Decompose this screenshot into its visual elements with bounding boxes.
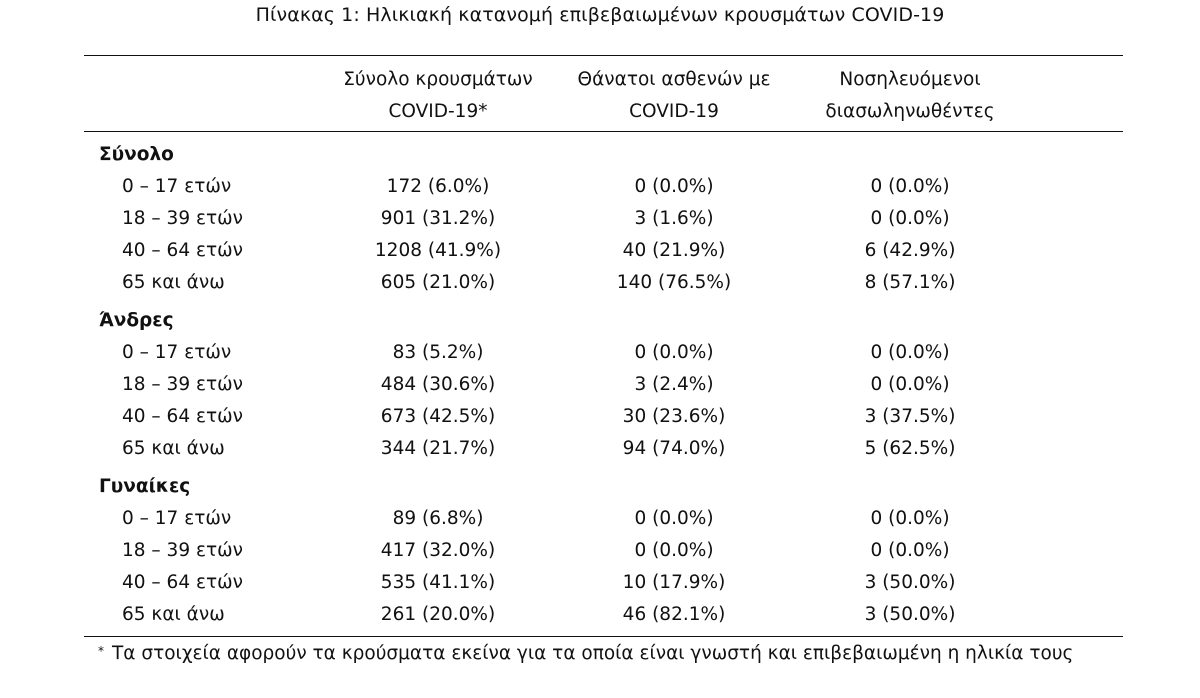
- table-row: 0 – 17 ετών 89 (6.8%) 0 (0.0%) 0 (0.0%): [0, 503, 1200, 535]
- intubated-cell: 0 (0.0%): [870, 540, 950, 561]
- deaths-cell: 0 (0.0%): [634, 508, 714, 529]
- column-header-total-cases: Σύνολο κρουσμάτων COVID-19*: [308, 64, 568, 128]
- column-header-line: Θάνατοι ασθενών με: [577, 69, 771, 90]
- table-row: 0 – 17 ετών 172 (6.0%) 0 (0.0%) 0 (0.0%): [0, 171, 1200, 203]
- deaths-cell: 3 (1.6%): [634, 208, 714, 229]
- footnote-text: Τα στοιχεία αφορούν τα κρούσματα εκείνα …: [112, 643, 1074, 664]
- cases-cell: 417 (32.0%): [380, 540, 496, 561]
- intubated-cell: 0 (0.0%): [870, 374, 950, 395]
- intubated-cell: 8 (57.1%): [864, 272, 956, 293]
- deaths-cell: 0 (0.0%): [634, 176, 714, 197]
- table-top-rule: [84, 55, 1123, 56]
- age-cell: 0 – 17 ετών: [122, 508, 232, 529]
- intubated-cell: 3 (37.5%): [864, 406, 956, 427]
- age-cell: 18 – 39 ετών: [122, 208, 243, 229]
- age-cell: 40 – 64 ετών: [122, 240, 243, 261]
- age-cell: 65 και άνω: [122, 604, 225, 625]
- age-cell: 18 – 39 ετών: [122, 374, 243, 395]
- deaths-cell: 40 (21.9%): [622, 240, 726, 261]
- intubated-cell: 3 (50.0%): [864, 572, 956, 593]
- age-cell: 18 – 39 ετών: [122, 540, 243, 561]
- column-header-line: COVID-19: [629, 101, 719, 122]
- cases-cell: 484 (30.6%): [380, 374, 496, 395]
- age-cell: 65 και άνω: [122, 438, 225, 459]
- deaths-cell: 140 (76.5%): [616, 272, 732, 293]
- table-row: 18 – 39 ετών 901 (31.2%) 3 (1.6%) 0 (0.0%): [0, 203, 1200, 235]
- column-header-line: Σύνολο κρουσμάτων: [343, 69, 533, 90]
- deaths-cell: 10 (17.9%): [622, 572, 726, 593]
- footnote: * Τα στοιχεία αφορούν τα κρούσματα εκείνα…: [98, 638, 1073, 670]
- cases-cell: 673 (42.5%): [380, 406, 496, 427]
- deaths-cell: 3 (2.4%): [634, 374, 714, 395]
- intubated-cell: 0 (0.0%): [870, 176, 950, 197]
- table-row: 65 και άνω 261 (20.0%) 46 (82.1%) 3 (50.0%): [0, 599, 1200, 631]
- cases-cell: 344 (21.7%): [380, 438, 496, 459]
- deaths-cell: 46 (82.1%): [622, 604, 726, 625]
- table-row: 40 – 64 ετών 1208 (41.9%) 40 (21.9%) 6 (42.…: [0, 235, 1200, 267]
- intubated-cell: 0 (0.0%): [870, 508, 950, 529]
- column-header-intubated: Νοσηλευόμενοι διασωληνωθέντες: [780, 64, 1040, 128]
- deaths-cell: 0 (0.0%): [634, 342, 714, 363]
- intubated-cell: 6 (42.9%): [864, 240, 956, 261]
- cases-cell: 1208 (41.9%): [374, 240, 502, 261]
- table-bottom-rule: [84, 636, 1123, 637]
- table-row: 40 – 64 ετών 535 (41.1%) 10 (17.9%) 3 (50.0…: [0, 567, 1200, 599]
- column-header-line: COVID-19*: [388, 101, 488, 122]
- deaths-cell: 0 (0.0%): [634, 540, 714, 561]
- column-header-line: Νοσηλευόμενοι: [839, 69, 981, 90]
- cases-cell: 172 (6.0%): [386, 176, 490, 197]
- group-label: Γυναίκες: [99, 476, 191, 497]
- age-cell: 0 – 17 ετών: [122, 176, 232, 197]
- table-row: 18 – 39 ετών 484 (30.6%) 3 (2.4%) 0 (0.0%): [0, 369, 1200, 401]
- age-cell: 65 και άνω: [122, 272, 225, 293]
- table-caption: Πίνακας 1: Ηλικιακή κατανομή επιβεβαιωμέ…: [255, 4, 945, 26]
- cases-cell: 89 (6.8%): [392, 508, 484, 529]
- header-rule: [84, 131, 1123, 132]
- column-header-deaths: Θάνατοι ασθενών με COVID-19: [544, 64, 804, 128]
- table-row: 65 και άνω 344 (21.7%) 94 (74.0%) 5 (62.5%): [0, 433, 1200, 465]
- cases-cell: 535 (41.1%): [380, 572, 496, 593]
- table-row: 65 και άνω 605 (21.0%) 140 (76.5%) 8 (57.1%…: [0, 267, 1200, 299]
- cases-cell: 261 (20.0%): [380, 604, 496, 625]
- column-header-line: διασωληνωθέντες: [825, 101, 995, 122]
- cases-cell: 605 (21.0%): [380, 272, 496, 293]
- group-label: Άνδρες: [99, 310, 174, 331]
- intubated-cell: 3 (50.0%): [864, 604, 956, 625]
- table-row: 18 – 39 ετών 417 (32.0%) 0 (0.0%) 0 (0.0%): [0, 535, 1200, 567]
- table-row: 40 – 64 ετών 673 (42.5%) 30 (23.6%) 3 (37.5…: [0, 401, 1200, 433]
- group-label: Σύνολο: [99, 144, 174, 165]
- footnote-mark: *: [98, 644, 104, 658]
- intubated-cell: 0 (0.0%): [870, 342, 950, 363]
- age-cell: 40 – 64 ετών: [122, 572, 243, 593]
- table-row: 0 – 17 ετών 83 (5.2%) 0 (0.0%) 0 (0.0%): [0, 337, 1200, 369]
- intubated-cell: 0 (0.0%): [870, 208, 950, 229]
- age-cell: 40 – 64 ετών: [122, 406, 243, 427]
- cases-cell: 901 (31.2%): [380, 208, 496, 229]
- intubated-cell: 5 (62.5%): [864, 438, 956, 459]
- deaths-cell: 30 (23.6%): [622, 406, 726, 427]
- cases-cell: 83 (5.2%): [392, 342, 484, 363]
- age-cell: 0 – 17 ετών: [122, 342, 232, 363]
- deaths-cell: 94 (74.0%): [622, 438, 726, 459]
